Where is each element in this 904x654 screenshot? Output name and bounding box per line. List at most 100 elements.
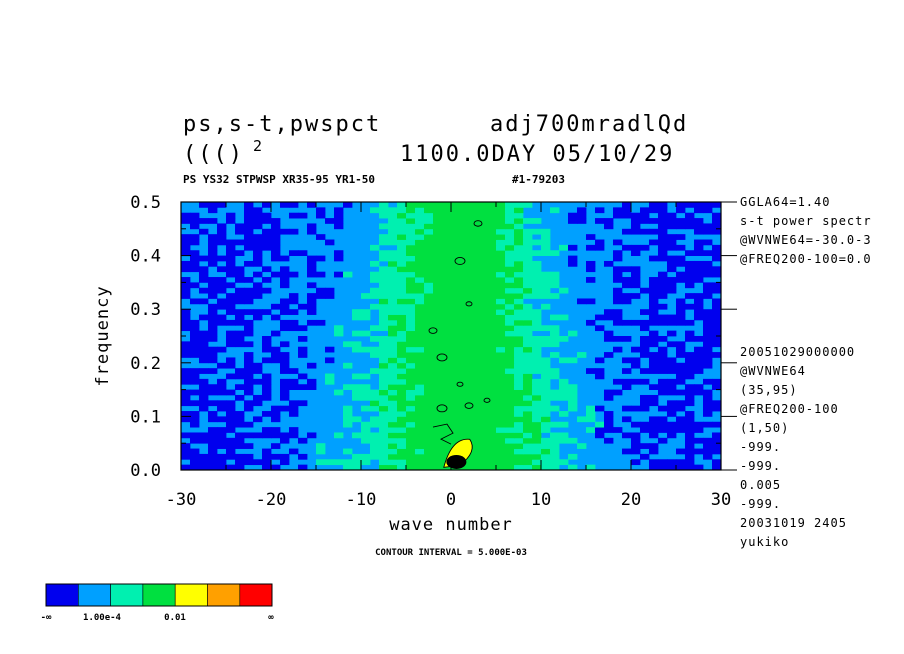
heatmap-cell	[415, 336, 425, 342]
side-info-line: GGLA64=1.40	[740, 195, 830, 209]
heatmap-cell	[676, 400, 686, 407]
heatmap-cell	[379, 303, 389, 310]
heatmap-cell	[217, 453, 227, 460]
heatmap-cell	[271, 218, 281, 224]
heatmap-cell	[280, 255, 290, 262]
heatmap-cell	[487, 453, 497, 460]
heatmap-cell	[622, 293, 632, 299]
heatmap-cell	[460, 378, 470, 385]
heatmap-cell	[658, 437, 668, 444]
heatmap-cell	[343, 271, 353, 278]
heatmap-cell	[496, 314, 506, 321]
heatmap-cell	[451, 336, 461, 342]
heatmap-cell	[415, 212, 425, 219]
heatmap-cell	[406, 250, 416, 256]
heatmap-cell	[496, 352, 506, 358]
heatmap-cell	[496, 443, 506, 449]
heatmap-cell	[685, 266, 695, 273]
heatmap-cell	[388, 357, 398, 364]
heatmap-cell	[532, 357, 542, 364]
heatmap-cell	[217, 266, 227, 273]
heatmap-cell	[676, 373, 686, 380]
heatmap-cell	[658, 255, 668, 262]
heatmap-cell	[532, 260, 542, 267]
heatmap-cell	[433, 432, 443, 439]
heatmap-cell	[424, 218, 434, 224]
heatmap-cell	[190, 234, 200, 240]
heatmap-cell	[505, 244, 515, 251]
heatmap-cell	[622, 266, 632, 273]
heatmap-cell	[478, 250, 488, 256]
heatmap-cell	[433, 389, 443, 396]
heatmap-cell	[514, 255, 524, 262]
heatmap-cell	[334, 389, 344, 396]
heatmap-cell	[496, 212, 506, 219]
heatmap-cell	[478, 362, 488, 369]
heatmap-cell	[262, 448, 272, 455]
heatmap-cell	[469, 212, 479, 219]
heatmap-cell	[514, 443, 524, 449]
heatmap-cell	[658, 378, 668, 385]
heatmap-cell	[190, 389, 200, 396]
heatmap-cell	[613, 266, 623, 273]
heatmap-cell	[478, 459, 488, 466]
heatmap-cell	[424, 341, 434, 348]
contour-line	[464, 402, 474, 409]
heatmap-cell	[514, 464, 524, 471]
heatmap-cell	[316, 271, 326, 278]
heatmap-cell	[370, 400, 380, 407]
heatmap-cell	[217, 389, 227, 396]
heatmap-cell	[685, 448, 695, 455]
heatmap-cell	[406, 341, 416, 348]
heatmap-cell	[442, 202, 452, 208]
heatmap-cell	[271, 411, 281, 417]
heatmap-cell	[244, 239, 254, 246]
heatmap-cell	[397, 293, 407, 299]
heatmap-cell	[424, 416, 434, 423]
heatmap-cell	[622, 378, 632, 385]
heatmap-cell	[451, 341, 461, 348]
heatmap-cell	[190, 448, 200, 455]
heatmap-cell	[271, 330, 281, 337]
heatmap-cell	[406, 464, 416, 471]
heatmap-cell	[712, 384, 722, 390]
heatmap-cell	[460, 250, 470, 256]
heatmap-cell	[271, 244, 281, 251]
heatmap-cell	[469, 464, 479, 471]
heatmap-cell	[397, 330, 407, 337]
heatmap-cell	[253, 400, 263, 407]
heatmap-cell	[451, 432, 461, 439]
heatmap-cell	[406, 421, 416, 428]
heatmap-cell	[532, 378, 542, 385]
heatmap-cell	[361, 293, 371, 299]
heatmap-cell	[379, 202, 389, 208]
heatmap-cell	[424, 271, 434, 278]
heatmap-cell	[406, 330, 416, 337]
heatmap-cell	[370, 443, 380, 449]
heatmap-cell	[505, 394, 515, 401]
heatmap-cell	[514, 228, 524, 235]
heatmap-cell	[649, 287, 659, 294]
heatmap-cell	[685, 362, 695, 369]
heatmap-cell	[370, 293, 380, 299]
heatmap-cell	[523, 218, 533, 224]
heatmap-cell	[226, 319, 236, 326]
heatmap-cell	[181, 416, 191, 423]
heatmap-cell	[343, 464, 353, 471]
heatmap-cell	[397, 378, 407, 385]
heatmap-cell	[244, 400, 254, 407]
heatmap-cell	[415, 394, 425, 401]
heatmap-cell	[424, 287, 434, 294]
heatmap-cell	[712, 352, 722, 358]
heatmap-cell	[478, 373, 488, 380]
heatmap-cell	[568, 260, 578, 267]
heatmap-cell	[298, 336, 308, 342]
heatmap-cell	[514, 373, 524, 380]
heatmap-cell	[460, 298, 470, 305]
heatmap-cell	[190, 437, 200, 444]
heatmap-cell	[469, 357, 479, 364]
heatmap-cell	[433, 464, 443, 471]
heatmap-cell	[478, 319, 488, 326]
heatmap-cell	[433, 282, 443, 289]
heatmap-cell	[235, 266, 245, 273]
